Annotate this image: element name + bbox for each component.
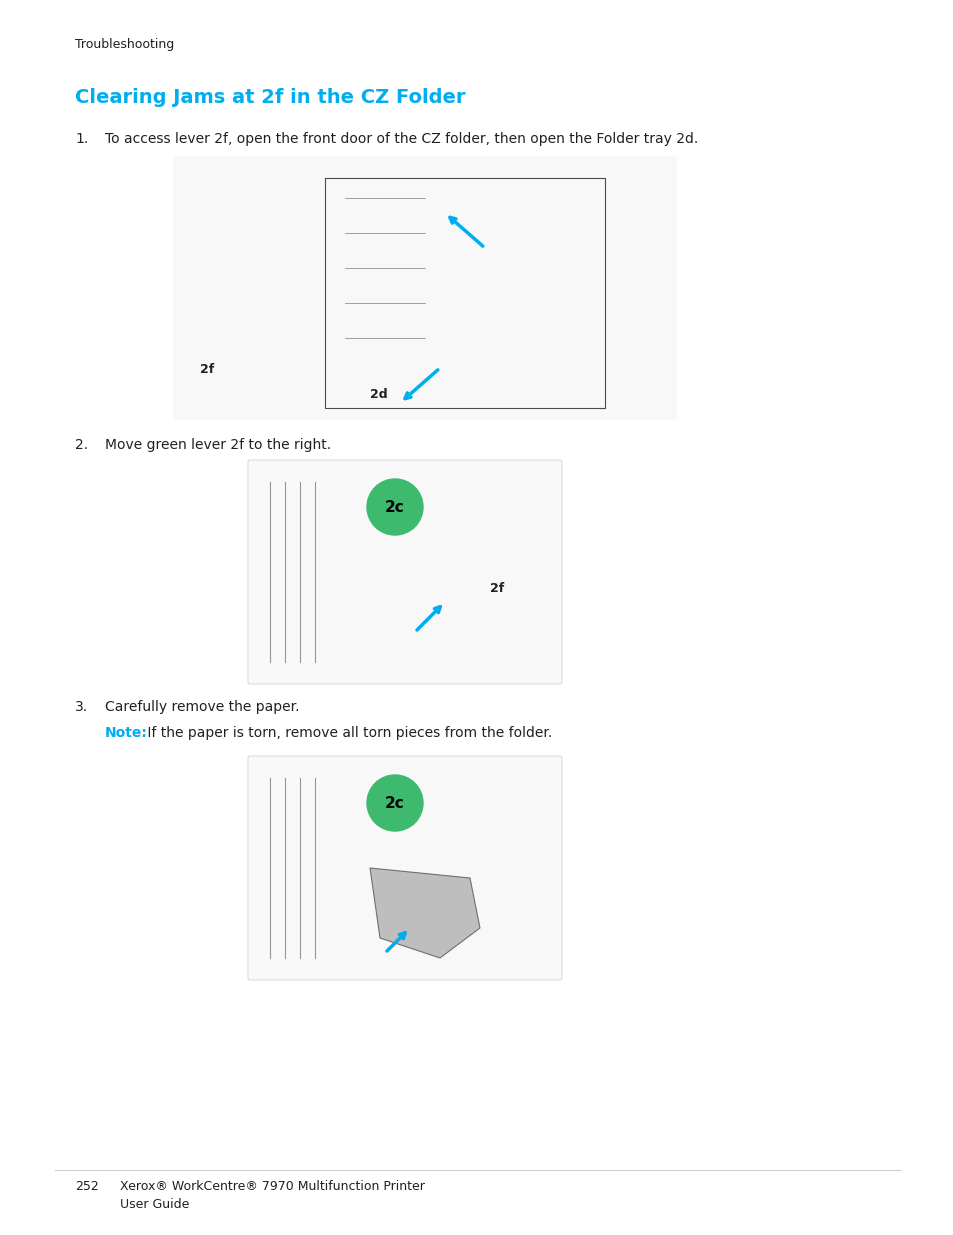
- Text: 2.: 2.: [75, 438, 88, 452]
- Text: Clearing Jams at 2f in the CZ Folder: Clearing Jams at 2f in the CZ Folder: [75, 88, 465, 107]
- Text: Xerox® WorkCentre® 7970 Multifunction Printer: Xerox® WorkCentre® 7970 Multifunction Pr…: [120, 1179, 424, 1193]
- Text: 1.: 1.: [75, 132, 89, 146]
- Text: 3.: 3.: [75, 700, 88, 714]
- Circle shape: [367, 776, 422, 831]
- Text: 2c: 2c: [385, 795, 404, 810]
- Text: User Guide: User Guide: [120, 1198, 190, 1212]
- Text: 2f: 2f: [490, 582, 504, 595]
- Text: 252: 252: [75, 1179, 99, 1193]
- Circle shape: [367, 479, 422, 535]
- Text: Move green lever 2f to the right.: Move green lever 2f to the right.: [105, 438, 331, 452]
- Text: 2f: 2f: [200, 363, 214, 375]
- Text: 2c: 2c: [385, 499, 404, 515]
- FancyBboxPatch shape: [248, 756, 561, 981]
- Text: If the paper is torn, remove all torn pieces from the folder.: If the paper is torn, remove all torn pi…: [143, 726, 552, 740]
- Text: Note:: Note:: [105, 726, 148, 740]
- Text: To access lever 2f, open the front door of the CZ folder, then open the Folder t: To access lever 2f, open the front door …: [105, 132, 698, 146]
- Polygon shape: [370, 868, 479, 958]
- FancyBboxPatch shape: [248, 459, 561, 684]
- Text: Carefully remove the paper.: Carefully remove the paper.: [105, 700, 299, 714]
- Text: 2d: 2d: [370, 388, 387, 401]
- Text: Troubleshooting: Troubleshooting: [75, 38, 174, 51]
- FancyBboxPatch shape: [172, 156, 677, 420]
